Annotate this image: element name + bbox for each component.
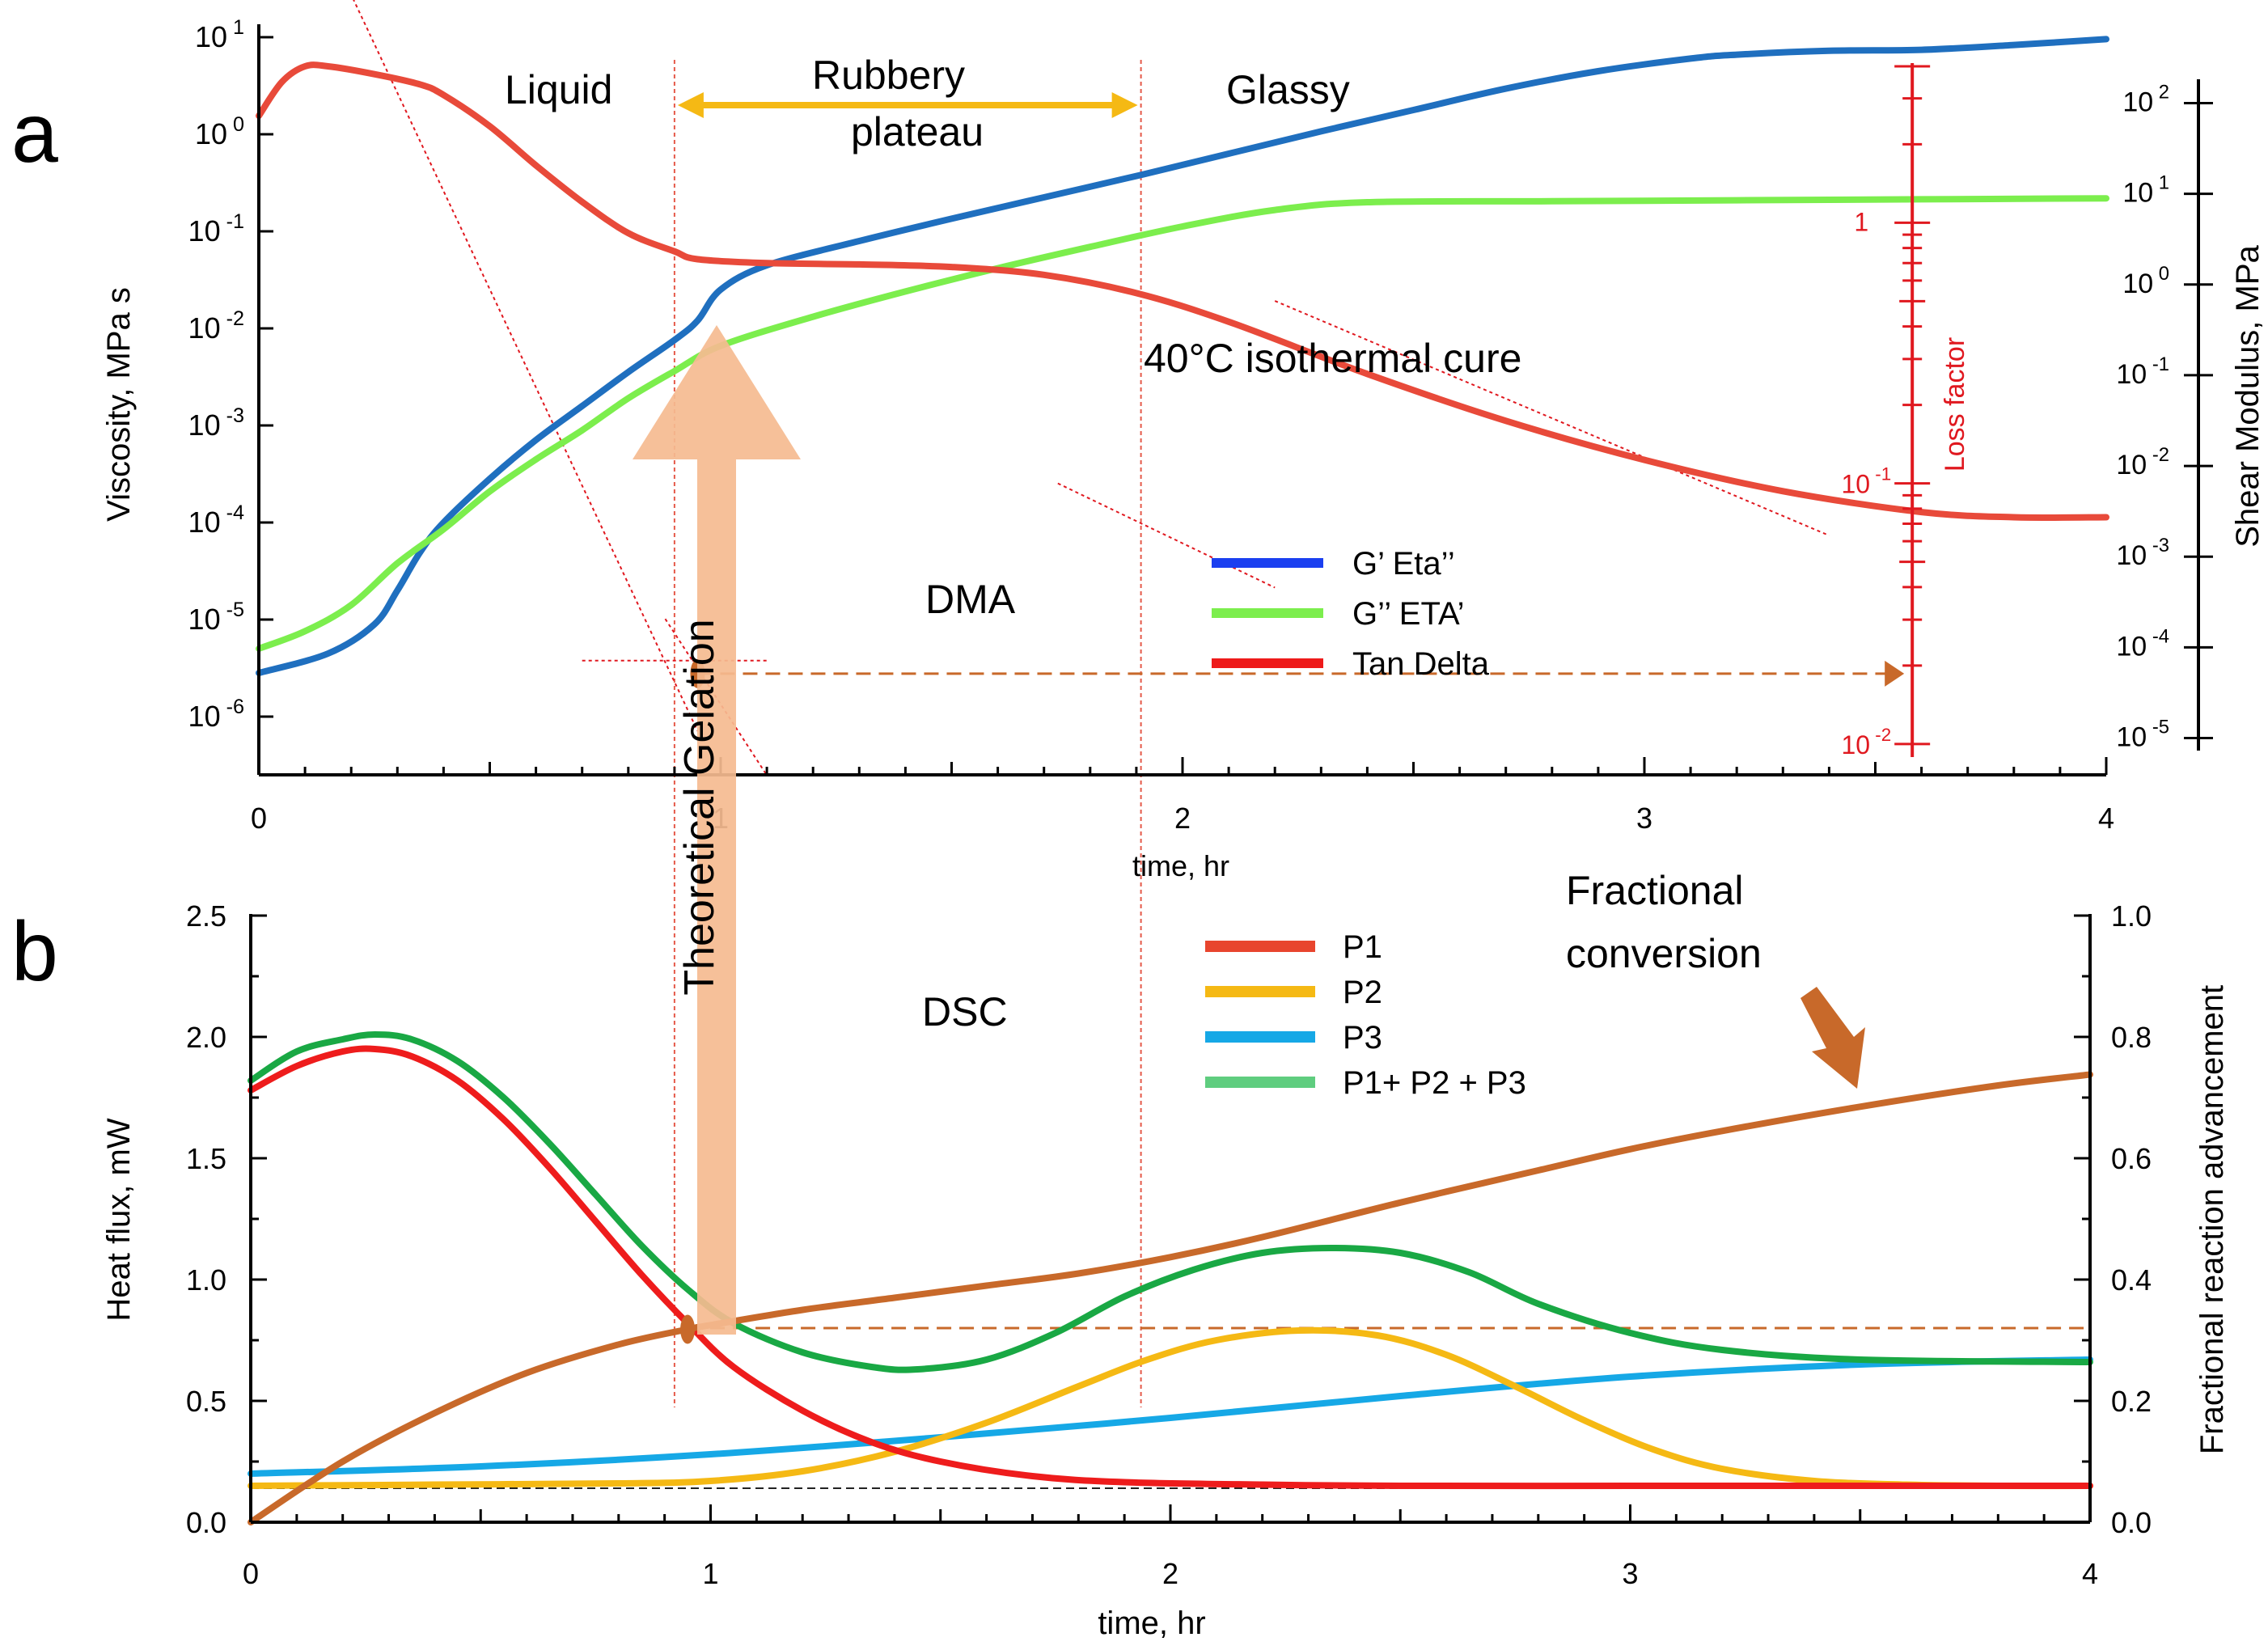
phase-label-plateau: plateau	[851, 109, 984, 154]
dma-right-tick-label: 10 2	[2122, 81, 2169, 117]
dma-left-tick-label: 10 0	[195, 113, 244, 150]
dsc-series-3	[248, 1031, 2093, 1373]
dsc-right-tick-label: 0.4	[2111, 1263, 2152, 1297]
rubbery-arrow-head-right	[1111, 92, 1138, 118]
dma-series-1	[256, 195, 2109, 652]
loss-factor-tick-label: 10 -1	[1841, 464, 1891, 499]
dsc-right-axis-title: Fractional reaction advancement	[2194, 985, 2230, 1454]
dsc-axes: 0 1 2 3 4 0.0 0.5 1.0 1.5 2.0 2.5 0.0 0.2 0.4 0.6 0.8…	[186, 899, 2152, 1590]
dma-left-tick-label: 10 -5	[188, 599, 244, 636]
tangent-guide-line	[1057, 482, 1276, 589]
gelation-label: Theoretical Gelation	[676, 619, 723, 995]
dma-chart: 0 1 2 3 4 10 1 10 0 10 -1 10 -2 10 -3 10 -4 10 -5 1…	[101, 0, 2266, 1407]
dsc-x-tick-label: 0	[243, 1557, 259, 1590]
dsc-left-tick-label: 1.5	[186, 1142, 226, 1175]
panel-label-a: a	[11, 87, 58, 180]
dma-left-tick-label: 10 -6	[188, 696, 244, 733]
dma-legend: G’ Eta’’ G’’ ETA’ Tan Delta	[1212, 546, 1490, 682]
fractional-label-line1: Fractional	[1566, 868, 1744, 913]
dsc-x-tick-label: 3	[1622, 1557, 1638, 1590]
dma-y-axis-title: Viscosity, MPa s	[101, 287, 137, 522]
dsc-right-tick-label: 0.2	[2111, 1385, 2152, 1418]
dma-left-tick-label: 10 1	[195, 16, 244, 53]
dma-right-tick-label: 10 0	[2122, 263, 2169, 299]
dsc-right-tick-label: 0.0	[2111, 1506, 2152, 1539]
isothermal-cure-label: 40°C isothermal cure	[1144, 336, 1521, 381]
dsc-chart: 0 1 2 3 4 0.0 0.5 1.0 1.5 2.0 2.5 0.0 0.2 0.4 0.6 0.8…	[101, 868, 2230, 1641]
loss-factor-tick-label: 10 -2	[1841, 725, 1891, 759]
dsc-x-axis-title: time, hr	[1098, 1606, 1205, 1641]
dsc-x-tick-label: 1	[702, 1557, 718, 1590]
dma-x-tick-label: 3	[1636, 802, 1652, 835]
gelation-arrow-shape	[633, 325, 801, 1335]
dsc-left-tick-label: 0.0	[186, 1506, 226, 1539]
dsc-series-1	[248, 1326, 2093, 1490]
dma-x-tick-label: 2	[1174, 802, 1191, 835]
dma-series-0	[256, 36, 2109, 676]
dma-right-tick-label: 10 1	[2122, 172, 2169, 209]
dsc-right-tick-label: 0.6	[2111, 1142, 2152, 1175]
dma-legend-label: G’’ ETA’	[1352, 596, 1465, 632]
dsc-left-tick-label: 2.5	[186, 899, 226, 933]
dsc-series-2	[248, 1356, 2093, 1477]
dsc-series-4	[248, 1071, 2093, 1525]
loss-factor-axis-title: Loss factor	[1940, 337, 1970, 472]
dsc-y-axis-title: Heat flux, mW	[101, 1118, 137, 1321]
dsc-legend: P1 P2 P3 P1+ P2 + P3	[1205, 929, 1526, 1101]
dsc-legend-label: P2	[1343, 975, 1382, 1010]
dma-left-tick-label: 10 -4	[188, 501, 244, 539]
dsc-left-tick-label: 1.0	[186, 1263, 226, 1297]
dma-right-tick-label: 10 -1	[2116, 353, 2169, 390]
dsc-legend-label: P3	[1343, 1020, 1382, 1056]
dma-right-tick-label: 10 -2	[2116, 444, 2169, 480]
dma-left-tick-label: 10 -1	[188, 210, 244, 248]
panel-label-b: b	[11, 905, 58, 999]
dma-right-tick-label: 10 -3	[2116, 535, 2169, 571]
dma-title: DMA	[925, 577, 1016, 622]
dsc-left-tick-label: 2.0	[186, 1021, 226, 1054]
dsc-title: DSC	[922, 989, 1008, 1034]
dsc-series-0	[248, 1045, 2093, 1490]
dma-right-tick-label: 10 -5	[2116, 717, 2169, 753]
dsc-legend-label: P1+ P2 + P3	[1343, 1065, 1526, 1101]
fractional-label-line2: conversion	[1566, 931, 1762, 976]
dma-series-2	[256, 61, 2109, 521]
phase-label-liquid: Liquid	[505, 67, 612, 112]
dma-x-tick-label: 4	[2098, 802, 2114, 835]
gelation-arrow: Theoretical Gelation	[633, 325, 801, 1335]
dma-left-tick-label: 10 -3	[188, 404, 244, 442]
dsc-legend-label: P1	[1343, 929, 1382, 965]
dma-axes: 0 1 2 3 4 10 1 10 0 10 -1 10 -2 10 -3 10 -4 10 -5 1…	[188, 16, 2213, 835]
dma-legend-label: Tan Delta	[1352, 646, 1490, 682]
loss-factor-tick-label: 1	[1854, 207, 1868, 236]
dsc-x-tick-label: 4	[2082, 1557, 2098, 1590]
dsc-series	[248, 1031, 2093, 1525]
dsc-guides	[251, 987, 2090, 1489]
dma-x-axis-title: time, hr	[1132, 849, 1229, 882]
isothermal-arrow-head	[1885, 660, 1905, 687]
dma-x-tick-label: 0	[251, 802, 267, 835]
dma-right-axis-title: Shear Modulus, MPa	[2230, 244, 2266, 547]
dma-legend-label: G’ Eta’’	[1352, 546, 1455, 582]
dma-right-tick-label: 10 -4	[2116, 625, 2169, 662]
fractional-conversion-arrow	[1800, 987, 1865, 1089]
rubbery-arrow-head-left	[677, 92, 704, 118]
dsc-right-tick-label: 0.8	[2111, 1021, 2152, 1054]
dma-left-tick-label: 10 -2	[188, 307, 244, 345]
phase-label-glassy: Glassy	[1226, 67, 1350, 112]
dsc-right-tick-label: 1.0	[2111, 899, 2152, 933]
phase-label-rubbery: Rubbery	[812, 53, 965, 98]
dsc-x-tick-label: 2	[1162, 1557, 1178, 1590]
gel-fraction-marker	[680, 1314, 696, 1344]
dsc-left-tick-label: 0.5	[186, 1385, 226, 1418]
